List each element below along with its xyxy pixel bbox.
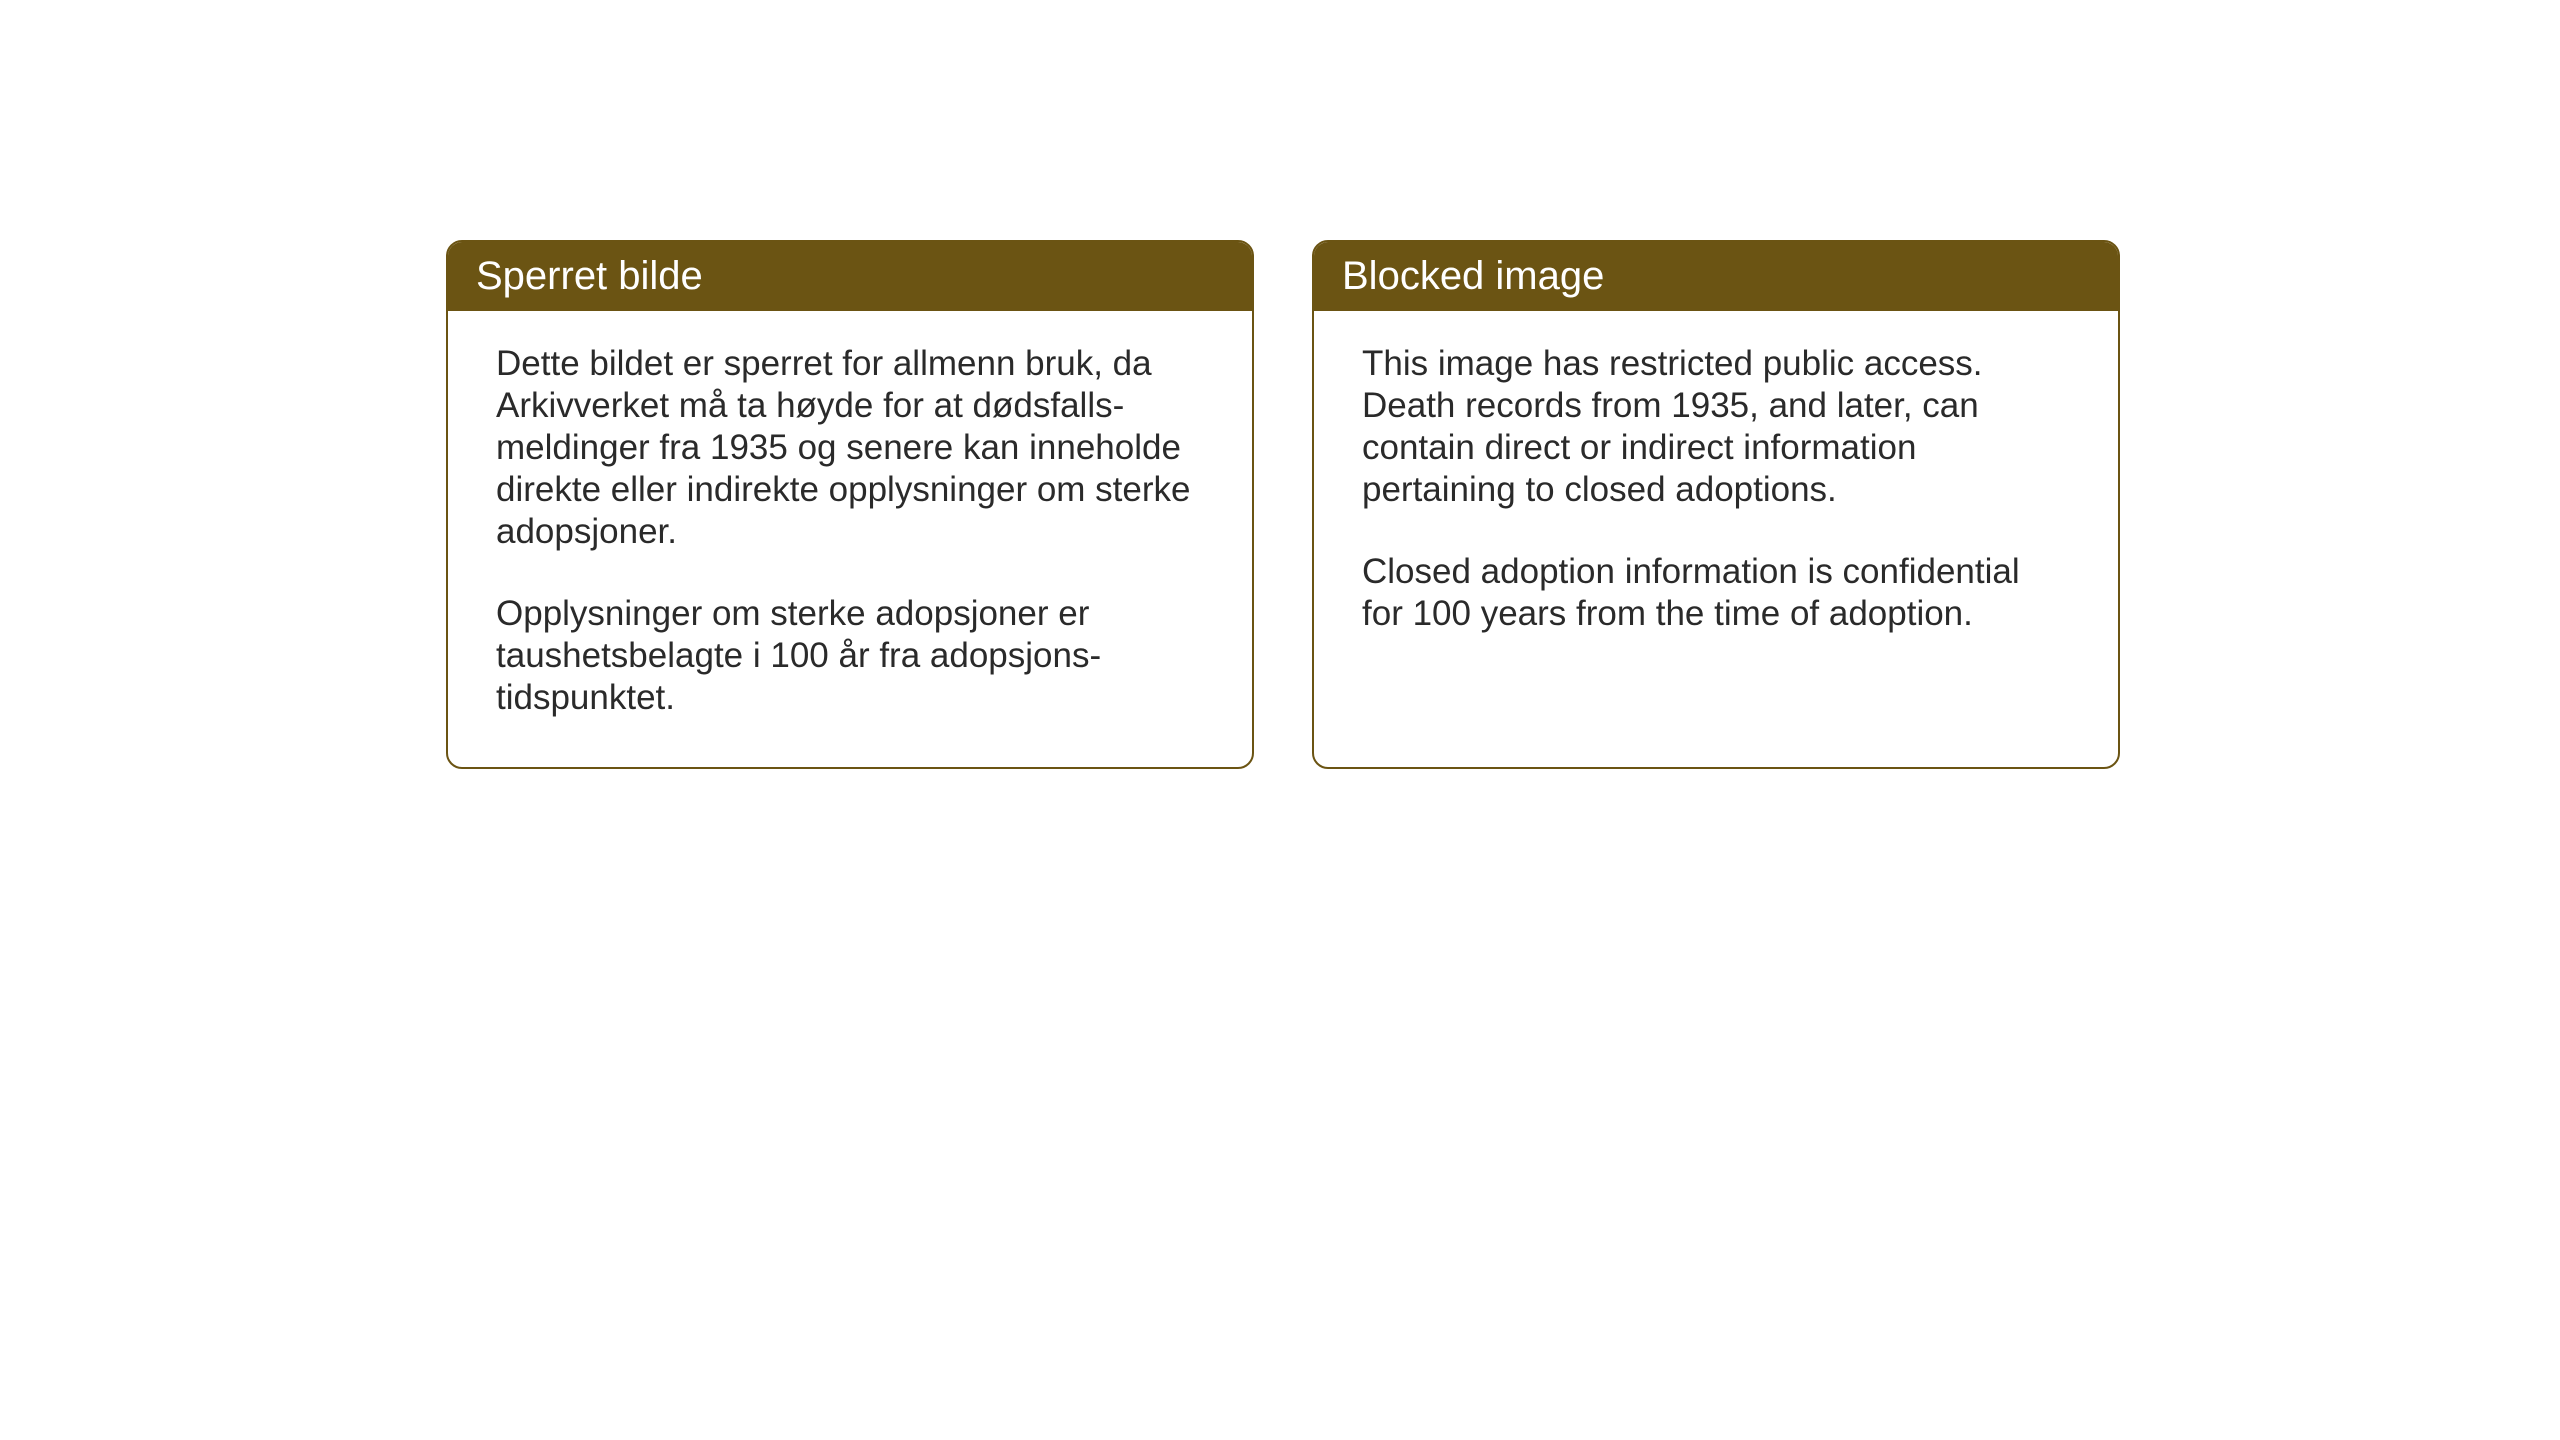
norwegian-paragraph-2: Opplysninger om sterke adopsjoner er tau… [496, 593, 1204, 719]
norwegian-paragraph-1: Dette bildet er sperret for allmenn bruk… [496, 343, 1204, 553]
english-paragraph-1: This image has restricted public access.… [1362, 343, 2070, 511]
english-card-body: This image has restricted public access.… [1314, 311, 2118, 683]
norwegian-card-body: Dette bildet er sperret for allmenn bruk… [448, 311, 1252, 767]
english-notice-card: Blocked image This image has restricted … [1312, 240, 2120, 769]
norwegian-notice-card: Sperret bilde Dette bildet er sperret fo… [446, 240, 1254, 769]
notice-container: Sperret bilde Dette bildet er sperret fo… [0, 0, 2560, 769]
norwegian-card-title: Sperret bilde [448, 242, 1252, 311]
english-card-title: Blocked image [1314, 242, 2118, 311]
english-paragraph-2: Closed adoption information is confident… [1362, 551, 2070, 635]
